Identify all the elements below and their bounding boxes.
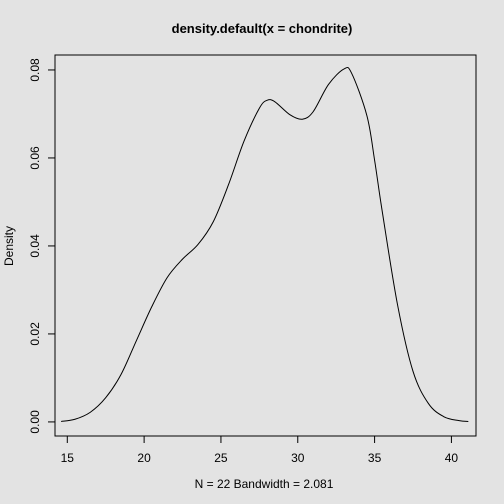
y-tick-label: 0.04	[28, 234, 42, 258]
x-tick-label: 15	[61, 451, 75, 465]
y-axis: 0.00 0.02 0.04 0.06 0.08	[28, 58, 56, 434]
x-tick-label: 25	[214, 451, 228, 465]
x-tick-label: 20	[137, 451, 151, 465]
y-tick-label: 0.06	[28, 146, 42, 170]
chart-title: density.default(x = chondrite)	[172, 21, 353, 36]
series-group	[61, 66, 469, 422]
x-tick-label: 40	[445, 451, 459, 465]
y-axis-label: Density	[2, 226, 16, 266]
x-tick-label: 35	[368, 451, 382, 465]
y-tick-label: 0.00	[28, 410, 42, 434]
x-axis: 15 20 25 30 35 40	[61, 435, 459, 465]
y-tick-label: 0.02	[28, 322, 42, 346]
x-axis-label: N = 22 Bandwidth = 2.081	[195, 477, 334, 491]
y-tick-label: 0.08	[28, 58, 42, 82]
density-line	[61, 66, 469, 422]
x-tick-label: 30	[291, 451, 305, 465]
